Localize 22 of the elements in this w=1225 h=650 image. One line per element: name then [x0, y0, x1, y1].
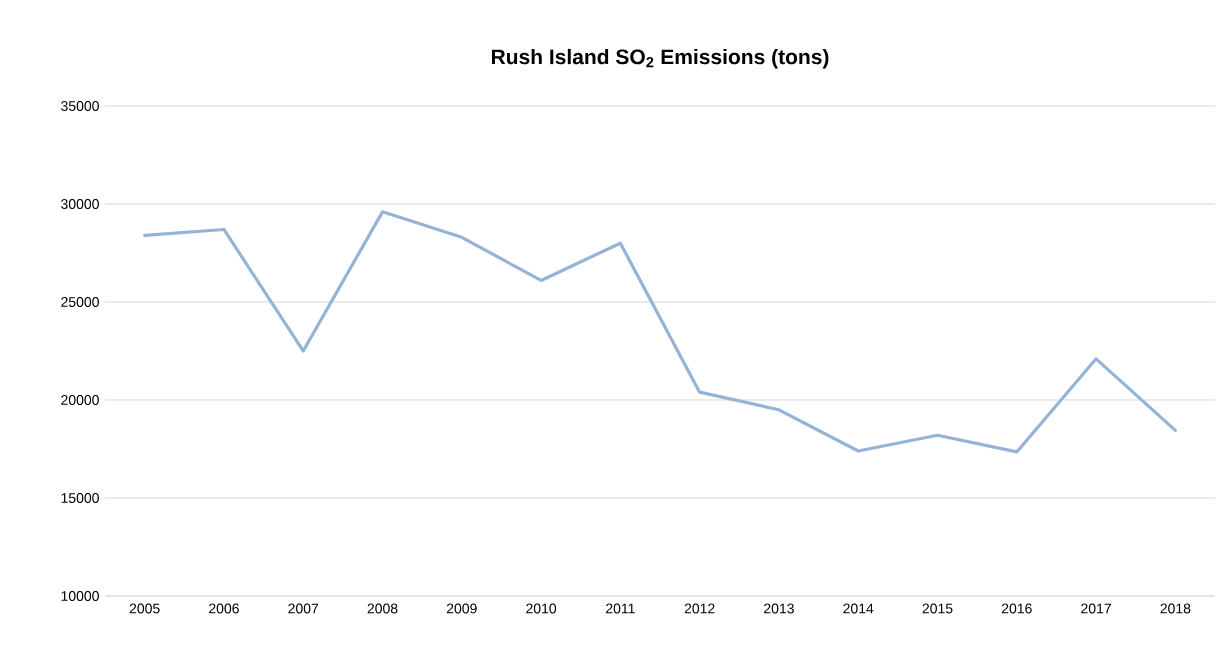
- chart-title: Rush Island SO$_{2}$ Emissions (tons): [491, 48, 829, 69]
- line-series: [143, 210, 1177, 454]
- y-tick-label: 20000: [61, 395, 99, 405]
- x-tick-label: 2005: [129, 603, 160, 614]
- x-tick-label: 2013: [764, 603, 794, 614]
- y-tick-label: 35000: [61, 101, 99, 111]
- x-tick-label: 2007: [288, 603, 319, 614]
- y-tick-label: 10000: [61, 591, 99, 601]
- x-tick-label: 2009: [446, 603, 477, 614]
- y-tick-label: 15000: [61, 493, 99, 503]
- y-tick-label: 30000: [61, 199, 99, 209]
- y-tick-label: 25000: [61, 297, 99, 307]
- x-tick-label: 2015: [922, 603, 953, 614]
- x-tick-label: 2018: [1160, 603, 1191, 614]
- x-tick-label: 2012: [684, 603, 715, 614]
- x-tick-label: 2006: [209, 603, 239, 614]
- x-tick-label: 2011: [606, 603, 635, 614]
- x-tick-label: 2010: [526, 603, 557, 614]
- x-tick-label: 2017: [1081, 603, 1111, 614]
- x-tick-label: 2008: [367, 603, 398, 614]
- x-tick-label: 2016: [1001, 603, 1032, 614]
- x-tick-label: 2014: [843, 603, 874, 614]
